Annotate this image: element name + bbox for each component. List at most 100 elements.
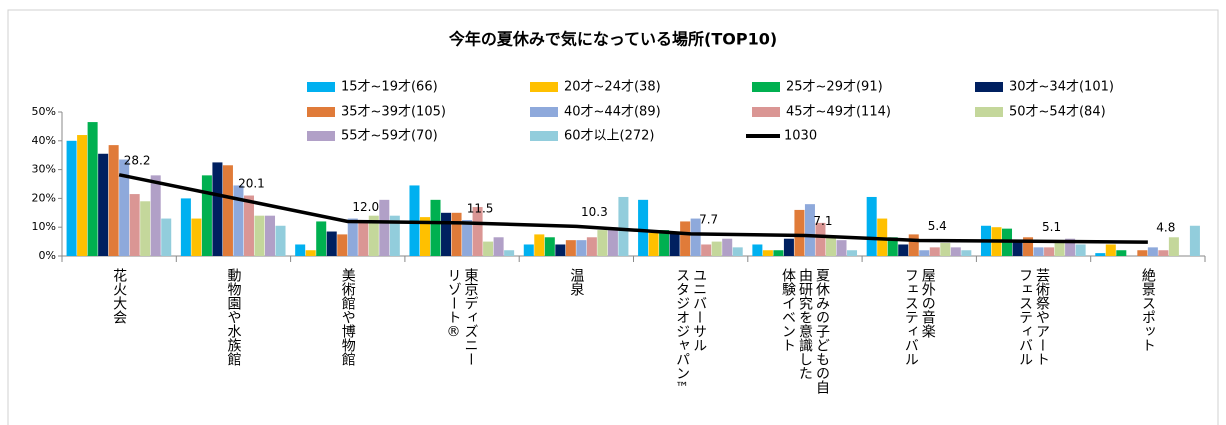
bar (618, 196, 629, 256)
bar (847, 250, 858, 256)
bar (201, 175, 212, 256)
bar (586, 237, 597, 256)
y-tick-label: 10% (32, 220, 56, 233)
y-tick-label: 40% (32, 134, 56, 147)
legend-swatch (530, 107, 558, 117)
x-tick-label: 体験イベント (780, 268, 796, 352)
bar (1065, 238, 1076, 256)
bar (1105, 244, 1116, 256)
bar (295, 244, 306, 256)
bar (66, 140, 77, 256)
bar (119, 159, 130, 256)
data-label: 12.0 (352, 200, 379, 214)
bar (1189, 225, 1200, 256)
bar (191, 218, 202, 256)
y-tick-label: 30% (32, 163, 56, 176)
bar (866, 196, 877, 256)
legend-swatch (530, 82, 558, 92)
bar (305, 250, 316, 256)
x-tick-label: 絶景スポット (1140, 268, 1156, 352)
bar (379, 199, 390, 256)
legend-swatch (307, 131, 335, 141)
bar (950, 247, 961, 256)
bar (576, 240, 587, 256)
x-tick-label: スタジオジャパン™ (674, 268, 690, 396)
bar (108, 145, 119, 256)
bar (919, 250, 930, 256)
bar (368, 215, 379, 256)
bar (212, 162, 223, 256)
bar (504, 250, 515, 256)
bar (908, 234, 919, 256)
bar (1095, 253, 1106, 256)
x-tick-label: 由研究を意識した (797, 268, 813, 380)
bar (150, 175, 161, 256)
bar (77, 135, 88, 256)
data-label: 11.5 (467, 201, 494, 215)
legend-swatch (307, 107, 335, 117)
x-tick-label: フェスティバル (903, 268, 919, 366)
bar (161, 218, 172, 256)
bar (804, 204, 815, 256)
legend-swatch (975, 107, 1003, 117)
legend-label: 55才~59才(70) (341, 129, 438, 144)
bar (929, 247, 940, 256)
bar (358, 220, 369, 256)
legend-label: 35才~39才(105) (341, 105, 446, 120)
x-tick-label: 美術館や博物館 (340, 268, 356, 366)
bar (659, 230, 670, 256)
bar (1044, 247, 1055, 256)
bar (887, 237, 898, 256)
bar (752, 244, 763, 256)
bar (690, 218, 701, 256)
bar (483, 241, 494, 256)
bar (87, 122, 98, 256)
x-tick-label: 花火大会 (111, 268, 127, 324)
bar (555, 244, 566, 256)
legend-label: 40才~44才(89) (564, 105, 661, 120)
legend-label: 25才~29才(91) (786, 80, 883, 95)
bar (1168, 237, 1179, 256)
data-label: 28.2 (124, 153, 151, 167)
bar (722, 238, 733, 256)
data-label: 5.1 (1042, 220, 1061, 234)
bar (961, 250, 972, 256)
bar (347, 218, 358, 256)
legend-label: 50才~54才(84) (1009, 105, 1106, 120)
bar (254, 215, 265, 256)
bar (648, 232, 659, 256)
bar (316, 221, 327, 256)
legend-swatch (530, 131, 558, 141)
bar (597, 230, 608, 256)
bar (762, 250, 773, 256)
bar (523, 244, 534, 256)
bar (711, 241, 722, 256)
x-tick-label: ユニバーサル (691, 268, 707, 352)
bar (129, 194, 140, 256)
x-tick-label: 屋外の音楽 (920, 268, 936, 338)
bar (783, 238, 794, 256)
data-label: 20.1 (238, 177, 265, 191)
bar (1023, 237, 1034, 256)
bar (472, 207, 483, 256)
y-tick-label: 50% (32, 105, 56, 118)
bar (732, 247, 743, 256)
x-tick-label: フェスティバル (1017, 268, 1033, 366)
bar (1054, 241, 1065, 256)
bar (243, 195, 254, 256)
bar (337, 234, 348, 256)
x-tick-label: 夏休みの子どもの自 (814, 268, 830, 394)
bar (275, 225, 286, 256)
bar (544, 237, 555, 256)
bar (1147, 247, 1158, 256)
data-label: 10.3 (581, 205, 608, 219)
y-tick-label: 0% (39, 249, 56, 262)
bar (140, 201, 151, 256)
legend-label: 20才~24才(38) (564, 80, 661, 95)
x-tick-label: 動物園や水族館 (225, 268, 241, 366)
bar (1158, 250, 1169, 256)
line-series (118, 173, 1148, 244)
x-tick-label: 東京ディズニー (463, 268, 479, 366)
data-label: 7.7 (699, 212, 718, 226)
bar (565, 240, 576, 256)
